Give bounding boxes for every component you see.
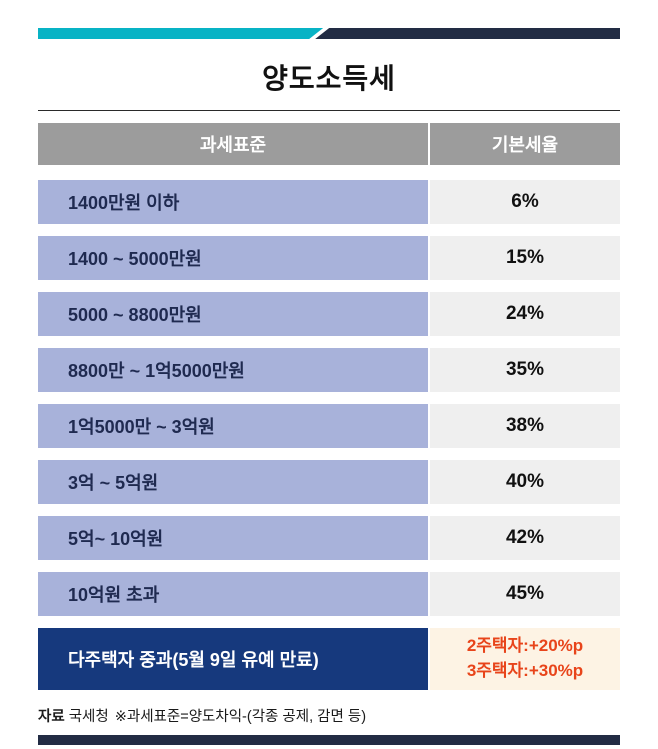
- tax-rate-table: 과세표준 기본세율 1400만원 이하 6% 1400 ~ 5000만원 15% 500…: [38, 123, 620, 690]
- table-row: 1400만원 이하 6%: [38, 180, 620, 224]
- table-row: 8800만 ~ 1억5000만원 35%: [38, 348, 620, 392]
- source-note: 자료 국세청 ※과세표준=양도차익-(각종 공제, 감면 등): [38, 705, 620, 726]
- rate-cell: 15%: [430, 236, 620, 280]
- tax-base-cell: 10억원 초과: [38, 572, 428, 616]
- multi-homeowner-surcharge-rates: 2주택자:+20%p 3주택자:+30%p: [430, 628, 620, 690]
- teal-bar-segment: [38, 28, 323, 39]
- tax-base-cell: 1400 ~ 5000만원: [38, 236, 428, 280]
- two-house-surcharge: 2주택자:+20%p: [466, 636, 584, 656]
- table-header-row: 과세표준 기본세율: [38, 123, 620, 165]
- table-row: 3억 ~ 5억원 40%: [38, 460, 620, 504]
- tax-base-cell: 3억 ~ 5억원: [38, 460, 428, 504]
- tax-base-cell: 1400만원 이하: [38, 180, 428, 224]
- page-title: 양도소득세: [262, 63, 396, 94]
- rate-cell: 38%: [430, 404, 620, 448]
- tax-base-cell: 5000 ~ 8800만원: [38, 292, 428, 336]
- rate-cell: 35%: [430, 348, 620, 392]
- rate-cell: 24%: [430, 292, 620, 336]
- column-header-base-rate: 기본세율: [430, 123, 620, 165]
- top-decorative-bar: [38, 28, 620, 39]
- footnote: ※과세표준=양도차익-(각종 공제, 감면 등): [114, 709, 367, 725]
- rate-cell: 40%: [430, 460, 620, 504]
- column-header-tax-base: 과세표준: [38, 123, 428, 165]
- table-row: 5000 ~ 8800만원 24%: [38, 292, 620, 336]
- title-divider: [38, 110, 620, 111]
- tax-base-cell: 8800만 ~ 1억5000만원: [38, 348, 428, 392]
- multi-homeowner-surcharge-label: 다주택자 중과(5월 9일 유예 만료): [38, 628, 428, 690]
- table-row: 1400 ~ 5000만원 15%: [38, 236, 620, 280]
- rate-cell: 6%: [430, 180, 620, 224]
- navy-bar-segment: [315, 28, 620, 39]
- table-row: 10억원 초과 45%: [38, 572, 620, 616]
- tax-base-cell: 5억~ 10억원: [38, 516, 428, 560]
- table-row: 5억~ 10억원 42%: [38, 516, 620, 560]
- rate-cell: 45%: [430, 572, 620, 616]
- bottom-decorative-bar: [38, 735, 620, 745]
- table-body: 1400만원 이하 6% 1400 ~ 5000만원 15% 5000 ~ 8800만원…: [38, 180, 620, 616]
- table-row: 1억5000만 ~ 3억원 38%: [38, 404, 620, 448]
- tax-base-cell: 1억5000만 ~ 3억원: [38, 404, 428, 448]
- three-house-surcharge: 3주택자:+30%p: [466, 661, 584, 680]
- source-text: 국세청: [68, 709, 109, 725]
- source-label: 자료: [38, 709, 65, 725]
- rate-cell: 42%: [430, 516, 620, 560]
- table-row-surcharge: 다주택자 중과(5월 9일 유예 만료) 2주택자:+20%p 3주택자:+30…: [38, 628, 620, 690]
